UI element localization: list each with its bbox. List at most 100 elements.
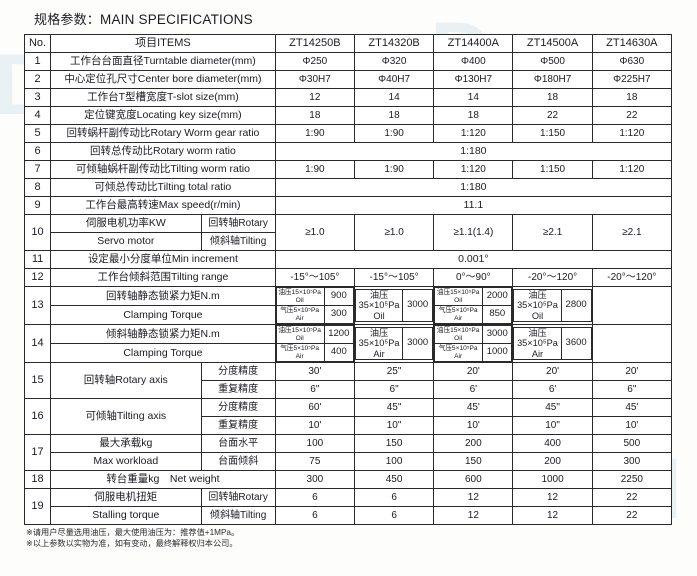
row-no: 8 [23, 178, 52, 197]
row-value: 18 [353, 106, 435, 125]
row-value: 22 [591, 506, 673, 525]
row-value: 12 [512, 506, 593, 525]
pressure-label-oil: 油压15×10⁵Pa Oil [434, 287, 484, 306]
row-item: 回转轴Rotary axis [50, 362, 202, 399]
row-value: 6' [512, 380, 593, 399]
row-no: 9 [23, 196, 52, 215]
row-item: 工作台最高转速Max speed(r/min) [50, 196, 276, 215]
row-value: 18 [512, 88, 593, 107]
table-row: 16 可倾轴Tilting axis 分度精度 60' 45" 45' 45" … [23, 398, 673, 435]
row-subitem: 分度精度 [200, 398, 276, 417]
row-value: 400 [512, 434, 593, 453]
pressure-label-oil: 油压15×10⁵Pa Oil [434, 325, 484, 344]
row-subitem: 倾斜轴Tilting [200, 232, 276, 251]
row-item: 转台重量kg Net weight [50, 470, 276, 489]
row-value: 1:120 [591, 160, 673, 179]
row-value-span: 1:180 [274, 142, 673, 161]
row-value: 12 [433, 506, 514, 525]
pressure-value-oil: 1200 [323, 325, 354, 344]
row-value: 18 [433, 106, 514, 125]
row-no: 2 [23, 70, 52, 89]
row-value: 20' [512, 362, 593, 381]
pressure-value-air: 1000 [482, 343, 512, 362]
row-value: Φ250 [274, 52, 355, 71]
row-value: 30' [274, 362, 355, 381]
clamping-cell-oil-air: 油压15×10⁵Pa Oil 1200 气压5×10⁵Pa Air 400 [274, 324, 355, 363]
row-subitem: 台面水平 [200, 434, 276, 453]
table-row: 7 可倾轴蜗杆副传动比Tilting worm ratio 1:90 1:90 … [23, 160, 673, 179]
row-item: 定位键宽度Locating key size(mm) [50, 106, 276, 125]
table-row: Clamping Torque [25, 343, 672, 363]
row-value: 22 [591, 488, 673, 507]
row-value: ≥1.1(1.4) [433, 214, 514, 251]
row-value: 200 [512, 452, 593, 471]
row-item-line2: Stalling torque [50, 506, 202, 525]
header-items: 项目ITEMS [50, 34, 276, 53]
pressure-label-air: 气压5×10⁵Pa Air [434, 305, 484, 324]
footnote-2: ※以上参数以实物为准，如有变动，最终解释权归本公司。 [26, 539, 238, 549]
footnotes: ※请用户尽量选用油压，最大使用油压为：推荐值+1MPa。 ※以上参数以实物为准，… [26, 525, 697, 550]
table-row: 6 回转总传动比Rotary worm ratio 1:180 [23, 142, 673, 161]
row-subitem: 回转轴Rotary [200, 488, 276, 507]
row-value: 25" [353, 362, 435, 381]
row-value: 6 [274, 506, 355, 525]
pressure-label: 油压35×10⁵Pa Oil [513, 288, 562, 323]
pressure-value: 3000 [402, 326, 433, 361]
row-subitem: 台面倾斜 [200, 452, 276, 471]
table-row: 4 定位键宽度Locating key size(mm) 18 18 18 22… [23, 106, 673, 125]
pressure-label: 油压35×10⁵Pa Oil [355, 288, 404, 323]
row-value: 100 [274, 434, 355, 453]
row-no: 7 [23, 160, 52, 179]
row-no: 6 [23, 142, 52, 161]
pressure-label-air: 气压5×10⁵Pa Air [276, 343, 325, 362]
row-value: 18 [591, 88, 673, 107]
row-value: 45' [591, 398, 673, 417]
row-item: 设定最小分度单位Min increment [50, 250, 276, 269]
row-value: 60' [274, 398, 355, 417]
row-value: 300 [274, 470, 355, 489]
pressure-label-oil: 油压15×10⁵Pa Oil [276, 325, 325, 344]
row-value: Φ225H7 [591, 70, 673, 89]
row-value: 1000 [512, 470, 593, 489]
table-row: 13 回转轴静态锁紧力矩N.m 油压15×10⁵Pa Oil 900 气压5×1… [23, 286, 673, 325]
row-item: 回转总传动比Rotary worm ratio [50, 142, 276, 161]
pressure-value-air: 300 [323, 305, 354, 324]
row-value: 10' [274, 416, 355, 435]
row-no: 18 [23, 470, 52, 489]
pressure-label-oil: 油压15×10⁵Pa Oil [276, 287, 325, 306]
row-value: 45" [512, 398, 593, 417]
row-item: 中心定位孔尺寸Center bore diameter(mm) [50, 70, 276, 89]
row-value: 2250 [591, 470, 673, 489]
pressure-value-oil: 2000 [482, 287, 512, 306]
row-value: 1:90 [353, 124, 435, 143]
row-value: 45" [353, 398, 435, 417]
row-value: 75 [274, 452, 355, 471]
row-value: 1:150 [512, 124, 593, 143]
row-no: 10 [23, 214, 52, 251]
row-item-line2: Clamping Torque [50, 305, 276, 325]
row-value: Φ40H7 [353, 70, 435, 89]
row-item: 工作台倾斜范围Tilting range [50, 268, 276, 287]
row-value-empty [591, 286, 673, 325]
table-row: Max workload 台面倾斜 75 100 150 200 300 [25, 452, 673, 471]
row-value: 1:120 [433, 160, 514, 179]
row-value: 6" [274, 380, 355, 399]
row-no: 1 [23, 52, 52, 71]
row-subitem: 回转轴Rotary [200, 214, 276, 233]
row-value: 12 [274, 88, 355, 107]
row-subitem: 分度精度 [200, 362, 276, 381]
page-title: 规格参数：MAIN SPECIFICATIONS [0, 0, 697, 34]
header-model-1: ZT14250B [274, 34, 355, 53]
table-row: 17 最大承载kg 台面水平 100 150 200 400 500 [23, 434, 673, 471]
clamping-cell-oil-air: 油压15×10⁵Pa Oil 2000 气压5×10⁵Pa Air 850 [433, 286, 514, 325]
row-item: 回转蜗杆副传动比Rotary Worm gear ratio [50, 124, 276, 143]
row-value: 14 [433, 88, 514, 107]
row-value: 100 [353, 452, 435, 471]
pressure-value-air: 400 [323, 343, 354, 362]
row-value: 500 [591, 434, 673, 453]
row-value: 150 [353, 434, 435, 453]
row-value-span: 11.1 [274, 196, 673, 215]
row-value: ≥1.0 [353, 214, 435, 251]
clamping-cell-single: 油压35×10⁵Pa Oil 2800 [512, 286, 593, 325]
row-value: 6" [353, 380, 435, 399]
